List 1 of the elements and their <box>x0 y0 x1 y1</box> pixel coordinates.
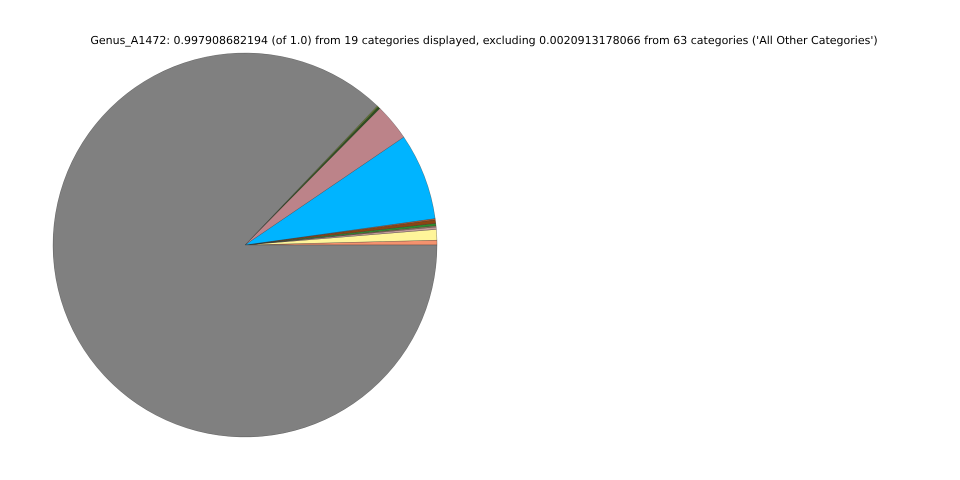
text: Genus_A1472: 0.997908682194 (of 1.0) from 19 categories displayed, excluding 0.0020913178066 from 63 categories ('All Other Categories') <box>89 34 879 47</box>
